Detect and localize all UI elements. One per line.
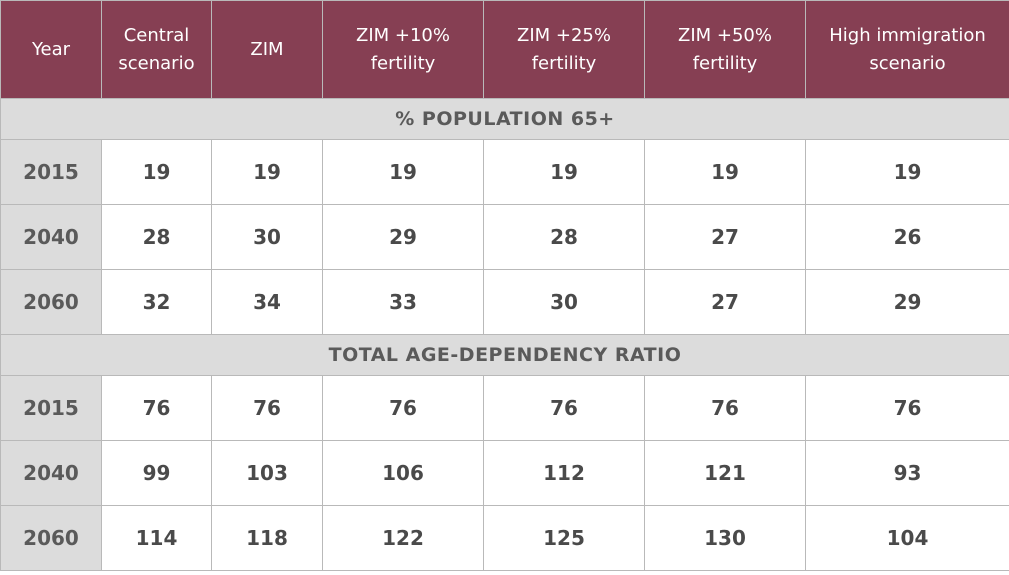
table-cell: 28 [483, 204, 645, 270]
table-cell: 125 [483, 505, 645, 571]
table-row: 2060 114 118 122 125 130 104 [0, 505, 1009, 571]
table-row: 2060 32 34 33 30 27 29 [0, 269, 1009, 335]
table-cell: 19 [644, 139, 806, 205]
table-cell: 29 [805, 269, 1009, 335]
table-row: 2015 19 19 19 19 19 19 [0, 139, 1009, 205]
row-year: 2060 [0, 269, 102, 335]
table-cell: 121 [644, 440, 806, 506]
header-zim-10: ZIM +10% fertility [322, 0, 484, 99]
table-cell: 99 [101, 440, 212, 506]
header-central-scenario: Central scenario [101, 0, 212, 99]
table-cell: 76 [211, 375, 323, 441]
table-cell: 112 [483, 440, 645, 506]
table-cell: 27 [644, 204, 806, 270]
header-zim-25: ZIM +25% fertility [483, 0, 645, 99]
table-cell: 30 [483, 269, 645, 335]
table-cell: 114 [101, 505, 212, 571]
table-cell: 32 [101, 269, 212, 335]
table-cell: 19 [322, 139, 484, 205]
table-cell: 27 [644, 269, 806, 335]
table-cell: 19 [483, 139, 645, 205]
header-year: Year [0, 0, 102, 99]
table-row: 2015 76 76 76 76 76 76 [0, 375, 1009, 441]
table-cell: 76 [101, 375, 212, 441]
table-cell: 76 [644, 375, 806, 441]
table-cell: 28 [101, 204, 212, 270]
table-cell: 19 [101, 139, 212, 205]
section-heading-age-dependency: TOTAL AGE-DEPENDENCY RATIO [0, 334, 1009, 376]
table-cell: 29 [322, 204, 484, 270]
section-heading-population-65: % POPULATION 65+ [0, 98, 1009, 140]
header-high-immigration: High immigration scenario [805, 0, 1009, 99]
table-cell: 130 [644, 505, 806, 571]
table-cell: 19 [211, 139, 323, 205]
row-year: 2015 [0, 139, 102, 205]
table-cell: 34 [211, 269, 323, 335]
table-cell: 30 [211, 204, 323, 270]
table-row: 2040 28 30 29 28 27 26 [0, 204, 1009, 270]
table-cell: 106 [322, 440, 484, 506]
table-cell: 76 [805, 375, 1009, 441]
table-cell: 104 [805, 505, 1009, 571]
table-cell: 118 [211, 505, 323, 571]
header-zim-50: ZIM +50% fertility [644, 0, 806, 99]
header-row: Year Central scenario ZIM ZIM +10% fertili… [0, 0, 1009, 99]
section-title: TOTAL AGE-DEPENDENCY RATIO [0, 334, 1009, 376]
row-year: 2060 [0, 505, 102, 571]
row-year: 2040 [0, 440, 102, 506]
header-zim: ZIM [211, 0, 323, 99]
table-cell: 103 [211, 440, 323, 506]
table-cell: 19 [805, 139, 1009, 205]
row-year: 2015 [0, 375, 102, 441]
table-row: 2040 99 103 106 112 121 93 [0, 440, 1009, 506]
table-cell: 76 [483, 375, 645, 441]
row-year: 2040 [0, 204, 102, 270]
table-cell: 76 [322, 375, 484, 441]
table-cell: 33 [322, 269, 484, 335]
table-cell: 122 [322, 505, 484, 571]
section-title: % POPULATION 65+ [0, 98, 1009, 140]
table-cell: 93 [805, 440, 1009, 506]
table-cell: 26 [805, 204, 1009, 270]
